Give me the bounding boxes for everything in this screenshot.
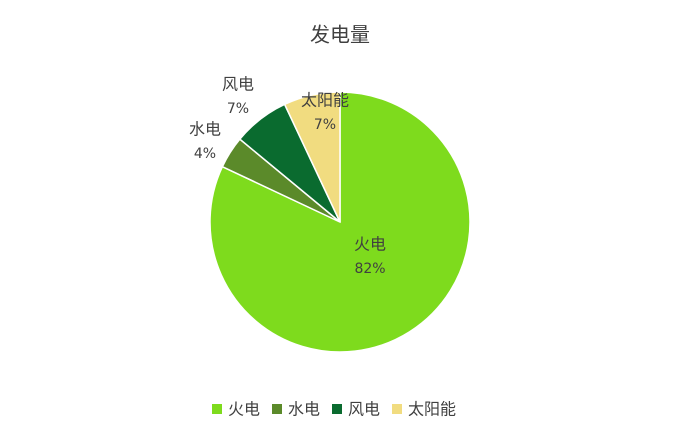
slice-label: 太阳能 bbox=[301, 91, 349, 110]
legend-label: 太阳能 bbox=[408, 400, 456, 419]
legend-swatch bbox=[392, 404, 402, 414]
legend-label: 火电 bbox=[228, 400, 260, 419]
legend-swatch bbox=[272, 404, 282, 414]
slice-value-label: 7% bbox=[227, 101, 249, 117]
legend-label: 水电 bbox=[288, 400, 320, 419]
pie-slice bbox=[283, 91, 341, 223]
slice-label: 风电 bbox=[222, 75, 254, 94]
slice-label: 水电 bbox=[189, 120, 221, 139]
slice-value-label: 82% bbox=[354, 261, 385, 277]
pie-slice bbox=[209, 91, 471, 353]
legend-swatch bbox=[212, 404, 222, 414]
chart-title: 发电量 bbox=[310, 23, 370, 47]
legend-label: 风电 bbox=[348, 400, 380, 419]
slice-value-label: 4% bbox=[194, 146, 216, 162]
slice-value-label: 7% bbox=[314, 117, 336, 133]
slice-label: 火电 bbox=[354, 235, 386, 254]
legend-swatch bbox=[332, 404, 342, 414]
